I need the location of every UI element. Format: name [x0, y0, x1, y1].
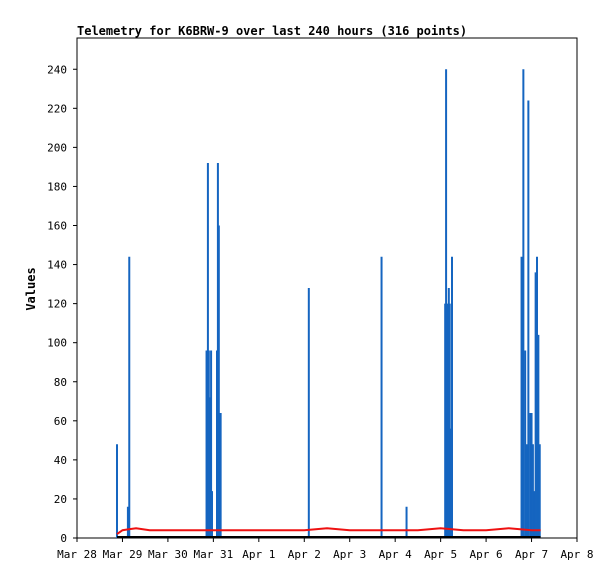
- x-tick-label: Apr 6: [470, 548, 503, 561]
- y-tick-label: 80: [54, 376, 67, 389]
- x-tick-label: Mar 31: [193, 548, 233, 561]
- y-tick-label: 240: [47, 63, 67, 76]
- x-tick-label: Apr 1: [242, 548, 275, 561]
- series-line: [116, 527, 541, 535]
- y-tick-label: 60: [54, 415, 67, 428]
- x-tick-label: Apr 7: [515, 548, 548, 561]
- y-tick-label: 40: [54, 454, 67, 467]
- chart-title: Telemetry for K6BRW-9 over last 240 hour…: [77, 24, 467, 38]
- y-tick-label: 0: [60, 532, 67, 545]
- x-tick-label: Apr 2: [288, 548, 321, 561]
- y-tick-label: 140: [47, 259, 67, 272]
- y-tick-label: 220: [47, 102, 67, 115]
- y-axis: 0 20 40 60 80 100 120 140 160 180 200 220 240: [47, 63, 77, 545]
- y-tick-label: 200: [47, 141, 67, 154]
- x-tick-label: Mar 29: [103, 548, 143, 561]
- y-axis-label: Values: [24, 267, 38, 310]
- x-tick-label: Mar 28: [57, 548, 97, 561]
- x-axis: Mar 28 Mar 29 Mar 30 Mar 31 Apr 1 Apr 2 Apr 3 A…: [57, 538, 594, 561]
- x-tick-label: Apr 5: [424, 548, 457, 561]
- y-tick-label: 100: [47, 337, 67, 350]
- y-tick-label: 160: [47, 220, 67, 233]
- x-tick-label: Apr 3: [333, 548, 366, 561]
- y-tick-label: 120: [47, 298, 67, 311]
- x-tick-label: Apr 4: [379, 548, 412, 561]
- data-marks: [116, 69, 541, 538]
- x-tick-label: Apr 8: [560, 548, 593, 561]
- y-tick-label: 20: [54, 493, 67, 506]
- y-tick-label: 180: [47, 180, 67, 193]
- x-tick-label: Mar 30: [148, 548, 188, 561]
